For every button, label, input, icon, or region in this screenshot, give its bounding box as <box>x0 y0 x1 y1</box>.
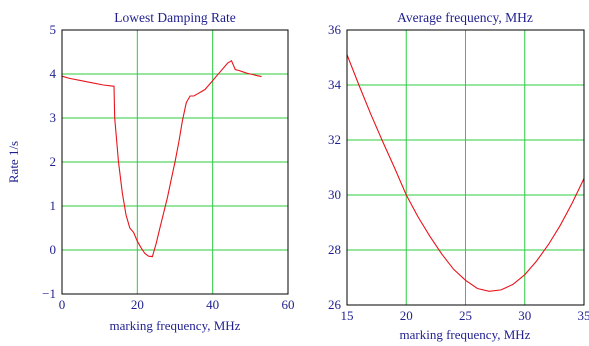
chart-title: Lowest Damping Rate <box>114 10 235 25</box>
y-tick-label: 1 <box>50 198 57 213</box>
grid <box>347 30 584 305</box>
x-tick-label: 30 <box>518 308 531 323</box>
x-tick-label: 60 <box>282 297 295 312</box>
x-tick-label: 20 <box>131 297 144 312</box>
chart-title: Average frequency, MHz <box>397 10 533 25</box>
y-tick-label: 3 <box>50 110 57 125</box>
x-axis-label: marking frequency, MHz <box>400 327 531 342</box>
y-tick-label: 2 <box>50 154 57 169</box>
y-tick-label: 4 <box>50 66 57 81</box>
y-tick-label: 5 <box>50 22 57 37</box>
plot-frame <box>346 29 585 306</box>
y-tick-label: 26 <box>328 297 342 312</box>
x-tick-label: 0 <box>59 297 66 312</box>
y-tick-label: 30 <box>328 187 341 202</box>
y-tick-label: 0 <box>50 242 57 257</box>
x-tick-label: 25 <box>459 308 472 323</box>
y-tick-label: 36 <box>328 22 342 37</box>
series-line <box>61 60 262 258</box>
y-axis-label: Rate 1/s <box>6 141 21 183</box>
series-line <box>346 54 585 292</box>
y-tick-label: 34 <box>328 77 342 92</box>
y-tick-label: 28 <box>328 242 341 257</box>
y-tick-label: −1 <box>42 286 56 301</box>
x-tick-label: 35 <box>578 308 589 323</box>
y-tick-labels: −1 0 1 2 3 4 5 <box>42 22 56 301</box>
chart-average-frequency: Average frequency, MHz 26 28 30 32 34 36 15 20… <box>328 10 589 342</box>
x-tick-labels: 15 20 25 30 35 <box>341 308 589 323</box>
x-axis-label: marking frequency, MHz <box>110 318 241 333</box>
y-tick-labels: 26 28 30 32 34 36 <box>328 22 342 312</box>
x-tick-label: 15 <box>341 308 354 323</box>
x-tick-labels: 0 20 40 60 <box>59 297 295 312</box>
plot-frame <box>61 29 289 295</box>
y-tick-label: 32 <box>328 132 341 147</box>
x-tick-label: 40 <box>206 297 219 312</box>
x-tick-label: 20 <box>400 308 413 323</box>
